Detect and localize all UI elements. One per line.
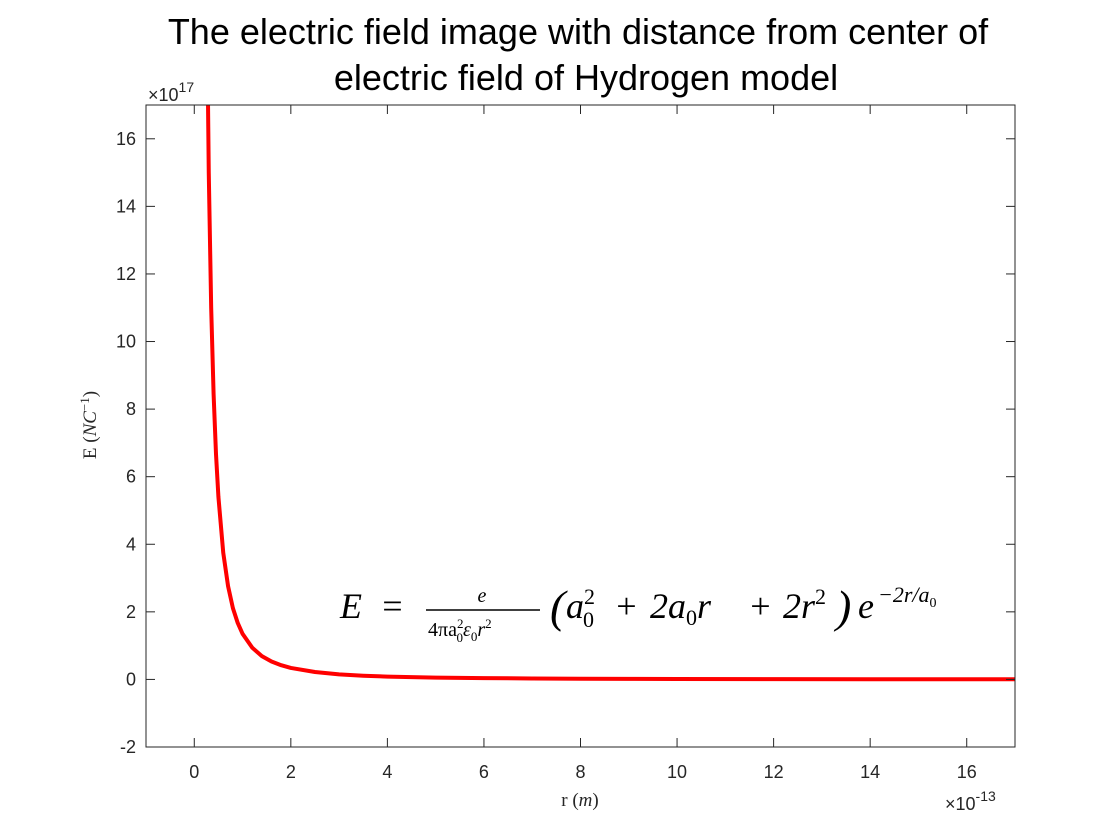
- y-tick-label: 10: [116, 332, 136, 352]
- y-tick-label: 4: [126, 534, 136, 554]
- formula-exp-power: −2r/a0: [878, 582, 937, 611]
- formula-paren-close: ): [833, 581, 851, 632]
- chart-title-line-2: electric field of Hydrogen model: [334, 57, 838, 98]
- y-tick-label: 12: [116, 264, 136, 284]
- x-tick-label: 14: [860, 762, 880, 782]
- y-tick-label: 6: [126, 467, 136, 487]
- series-line-0: [206, 105, 1015, 682]
- x-tick-label: 10: [667, 762, 687, 782]
- x-tick-label: 0: [189, 762, 199, 782]
- formula-numerator: e: [478, 585, 487, 607]
- formula-term-1: a2 0: [566, 584, 595, 632]
- x-tick-label: 6: [479, 762, 489, 782]
- plot-area: [146, 105, 1015, 747]
- x-tick-label: 4: [382, 762, 392, 782]
- x-tick-label: 2: [286, 762, 296, 782]
- y-tick-label: 8: [126, 399, 136, 419]
- formula-term-2: 2a0r: [650, 586, 712, 630]
- formula-lhs: E: [339, 586, 362, 626]
- formula-term-3: 2r2: [783, 584, 826, 626]
- y-tick-label: 2: [126, 602, 136, 622]
- chart-title-line-1: The electric field image with distance f…: [168, 11, 989, 52]
- y-tick-label: 14: [116, 196, 136, 216]
- y-axis-label: E (NC−1): [77, 391, 101, 459]
- formula-equals: =: [380, 586, 404, 626]
- x-tick-label: 8: [575, 762, 585, 782]
- x-axis-label: r (m): [561, 790, 598, 811]
- x-tick-label: 12: [764, 762, 784, 782]
- y-tick-label: 0: [126, 669, 136, 689]
- x-axis-ticks: 0 2 4 6 8 10 12 14 16: [189, 105, 977, 782]
- formula-plus-2: +: [748, 586, 772, 626]
- y-axis-ticks: -2 0 2 4 6 8 10 12 14 16: [116, 129, 1015, 757]
- formula-exp-base: e: [858, 586, 874, 626]
- y-axis-exponent: ×1017: [148, 79, 194, 105]
- data-series: [206, 105, 1015, 682]
- formula-plus-1: +: [614, 586, 638, 626]
- y-tick-label: 16: [116, 129, 136, 149]
- x-tick-label: 16: [957, 762, 977, 782]
- formula-denominator: 4πa2 0ε0r2: [428, 616, 492, 645]
- x-axis-exponent: ×10-13: [945, 788, 996, 814]
- formula-paren-open: (: [550, 581, 568, 632]
- y-tick-label: -2: [120, 737, 136, 757]
- formula-annotation: E = e 4πa2 0ε0r2 ( a2 0 + 2a0r + 2r2 ) e −…: [339, 581, 937, 645]
